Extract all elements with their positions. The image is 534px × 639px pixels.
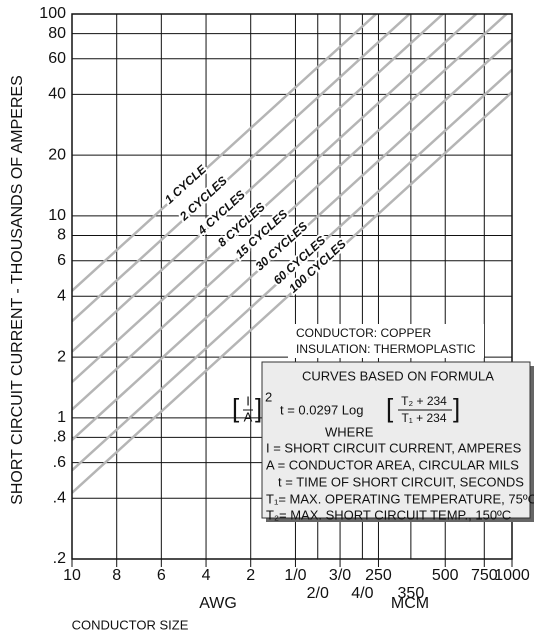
x-tick-label: 250 — [365, 567, 392, 584]
definition: t = TIME OF SHORT CIRCUIT, SECONDS — [278, 474, 524, 489]
formula: t = 0.0297 Log — [280, 402, 364, 417]
x-tick-label: 10 — [63, 567, 81, 584]
series-line — [72, 68, 512, 472]
y-tick-label: 6 — [57, 252, 66, 269]
definition: A = CONDUCTOR AREA, CIRCULAR MILS — [266, 457, 519, 472]
y-tick-label: .2 — [53, 550, 66, 567]
x-tick-label: 2 — [246, 567, 255, 584]
where: WHERE — [325, 424, 374, 439]
x-axis-label: CONDUCTOR SIZE — [72, 617, 189, 632]
formula-box — [261, 361, 531, 519]
plot-frame — [71, 13, 513, 560]
y-tick-label: .4 — [53, 489, 66, 506]
y-tick-label: 8 — [57, 227, 66, 244]
series-line — [72, 38, 512, 441]
y-tick-label: 2 — [57, 348, 66, 365]
y-tick-label: 100 — [39, 5, 66, 22]
note: INSULATION: THERMOPLASTIC — [296, 342, 476, 356]
x-group-label: AWG — [199, 595, 237, 612]
x-tick-label: 8 — [112, 567, 121, 584]
note: CONDUCTOR: COPPER — [296, 326, 431, 340]
y-tick-label: 40 — [48, 86, 66, 103]
lines — [72, 14, 512, 494]
y-tick-label: .8 — [53, 429, 66, 446]
series-line — [72, 14, 445, 353]
x-group-label: MCM — [391, 595, 429, 612]
series-line — [72, 91, 512, 494]
definition: T₂= MAX. SHORT CIRCUIT TEMP., 150ºC — [266, 507, 511, 522]
y-axis-label: SHORT CIRCUIT CURRENT - THOUSANDS OF AMP… — [9, 75, 26, 505]
bracket: [ — [232, 393, 240, 423]
x-tick-label: 750 — [471, 567, 498, 584]
bracket: [ — [386, 393, 394, 423]
x-tick-label: 350 — [398, 585, 425, 602]
series-line — [72, 14, 378, 292]
x-tick-label: 4 — [202, 567, 211, 584]
y-tick-label: 20 — [48, 146, 66, 163]
x-tick-label: 500 — [432, 567, 459, 584]
formula-title: CURVES BASED ON FORMULA — [302, 368, 494, 383]
x-tick-label: 4/0 — [351, 585, 373, 602]
x-tick-label: 2/0 — [307, 585, 329, 602]
formula: A — [244, 409, 253, 424]
note-bg — [288, 324, 484, 358]
x-tick-label: 3/0 — [329, 567, 351, 584]
x-tick-label: 1/0 — [284, 567, 306, 584]
x-tick-label: 1000 — [494, 567, 530, 584]
formula: I — [246, 393, 250, 408]
definition: I = SHORT CIRCUIT CURRENT, AMPERES — [266, 440, 522, 455]
y-tick-label: 60 — [48, 50, 66, 67]
definition: T₁= MAX. OPERATING TEMPERATURE, 75ºC — [266, 491, 534, 506]
y-tick-label: 80 — [48, 25, 66, 42]
y-tick-label: 1 — [57, 409, 66, 426]
y-tick-label: 4 — [57, 288, 66, 305]
series-line — [72, 14, 509, 411]
y-tick-label: 10 — [48, 207, 66, 224]
series-line — [72, 14, 412, 323]
series-line — [72, 14, 479, 383]
y-tick-label: .6 — [53, 454, 66, 471]
x-tick-label: 6 — [157, 567, 166, 584]
bracket: ] — [255, 393, 262, 423]
formula: T₂ + 234 — [401, 394, 447, 408]
bracket: ] — [453, 393, 460, 423]
formula: T₁ + 234 — [401, 411, 446, 425]
formula: 2 — [265, 389, 272, 404]
